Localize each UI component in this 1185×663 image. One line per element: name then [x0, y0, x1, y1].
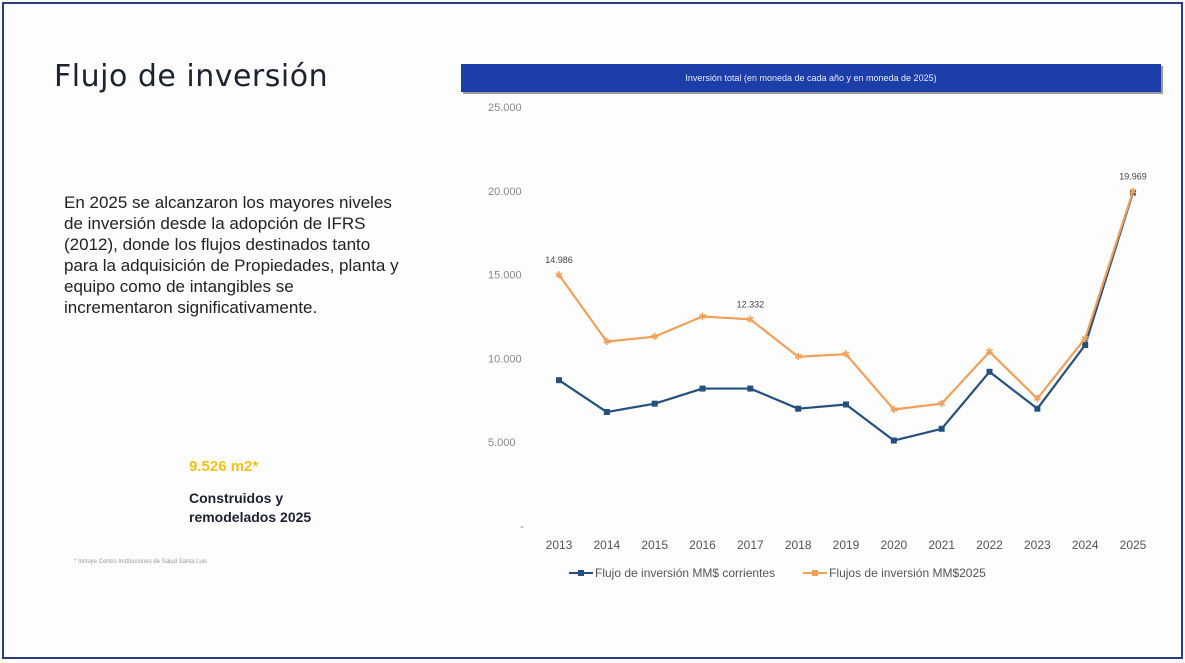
x-tick-label: 2023	[1024, 538, 1051, 552]
data-point-current	[843, 401, 849, 408]
investment-line-chart: 25.000 20.000 15.000 10.000 5.000 - 2013 2014 20…	[488, 102, 1147, 552]
x-tick-label: 2024	[1072, 538, 1099, 552]
data-point-current	[747, 385, 754, 392]
data-point-current	[986, 368, 993, 375]
x-tick-label: 2015	[641, 538, 668, 552]
legend-label: Flujos de inversión MM$2025	[829, 566, 986, 580]
page-title: Flujo de inversión	[54, 59, 329, 94]
data-point-2025: ✱	[698, 312, 706, 323]
data-point-2025: ✱	[890, 405, 898, 416]
data-point-2025: ✱	[555, 270, 563, 281]
data-label: 12.332	[737, 299, 765, 309]
y-tick-label: 5.000	[488, 437, 516, 449]
data-point-current	[699, 385, 706, 392]
data-point-current	[651, 400, 658, 407]
data-point-2025: ✱	[985, 347, 993, 358]
x-tick-label: 2018	[785, 538, 812, 552]
legend-item-current: Flujo de inversión MM$ corrientes	[569, 566, 775, 580]
stat-label: Construidos y remodelados 2025	[189, 490, 312, 525]
data-point-current	[1082, 341, 1089, 348]
series-line-1	[558, 190, 1135, 411]
x-tick-label: 2014	[593, 538, 620, 552]
y-tick-label: 10.000	[488, 353, 522, 365]
data-point-2025: ✱	[937, 399, 945, 410]
y-tick-label: -	[520, 521, 524, 533]
data-point-2025: ✱	[842, 350, 850, 361]
x-tick-label: 2025	[1120, 538, 1147, 552]
x-tick-label: 2020	[880, 538, 907, 552]
x-tick-label: 2022	[976, 538, 1003, 552]
x-tick-label: 2021	[928, 538, 955, 552]
data-label: 14.986	[545, 255, 573, 265]
x-tick-label: 2013	[546, 538, 573, 552]
data-point-current	[890, 437, 897, 444]
data-point-2025: ✱	[1081, 334, 1089, 345]
legend-label: Flujo de inversión MM$ corrientes	[595, 566, 776, 580]
stat-value: 9.526 m2*	[189, 458, 259, 475]
data-point-current	[556, 377, 562, 384]
data-point-current	[938, 425, 945, 432]
data-label: 19.969	[1119, 171, 1147, 181]
y-tick-label: 20.000	[488, 186, 522, 198]
y-tick-label: 15.000	[488, 270, 522, 282]
data-point-2025: ✱	[1033, 394, 1041, 405]
legend-item-2025: Flujos de inversión MM$2025	[803, 566, 986, 580]
chart-title: Inversión total (en moneda de cada año y…	[685, 73, 937, 83]
legend-swatch-icon	[569, 569, 593, 577]
body-paragraph: En 2025 se alcanzaron los mayores nivele…	[64, 193, 399, 317]
chart-legend: Flujo de inversión MM$ corrientes Flujos…	[569, 566, 986, 580]
footnote: * Incluye Centro Instituciones de Salud …	[74, 559, 208, 565]
data-point-current	[1034, 405, 1041, 412]
data-point-2025: ✱	[746, 315, 754, 326]
data-point-2025: ✱	[650, 332, 658, 343]
data-point-current	[603, 409, 610, 416]
legend-swatch-icon	[803, 569, 828, 577]
data-point-2025: ✱	[1129, 187, 1137, 198]
x-tick-label: 2019	[833, 538, 860, 552]
data-point-2025: ✱	[794, 352, 802, 363]
data-point-2025: ✱	[603, 337, 611, 348]
x-tick-label: 2017	[737, 538, 764, 552]
data-point-current	[795, 405, 802, 412]
x-tick-label: 2016	[689, 538, 716, 552]
y-tick-label: 25.000	[488, 102, 522, 114]
chart-title-banner: Inversión total (en moneda de cada año y…	[461, 64, 1161, 92]
